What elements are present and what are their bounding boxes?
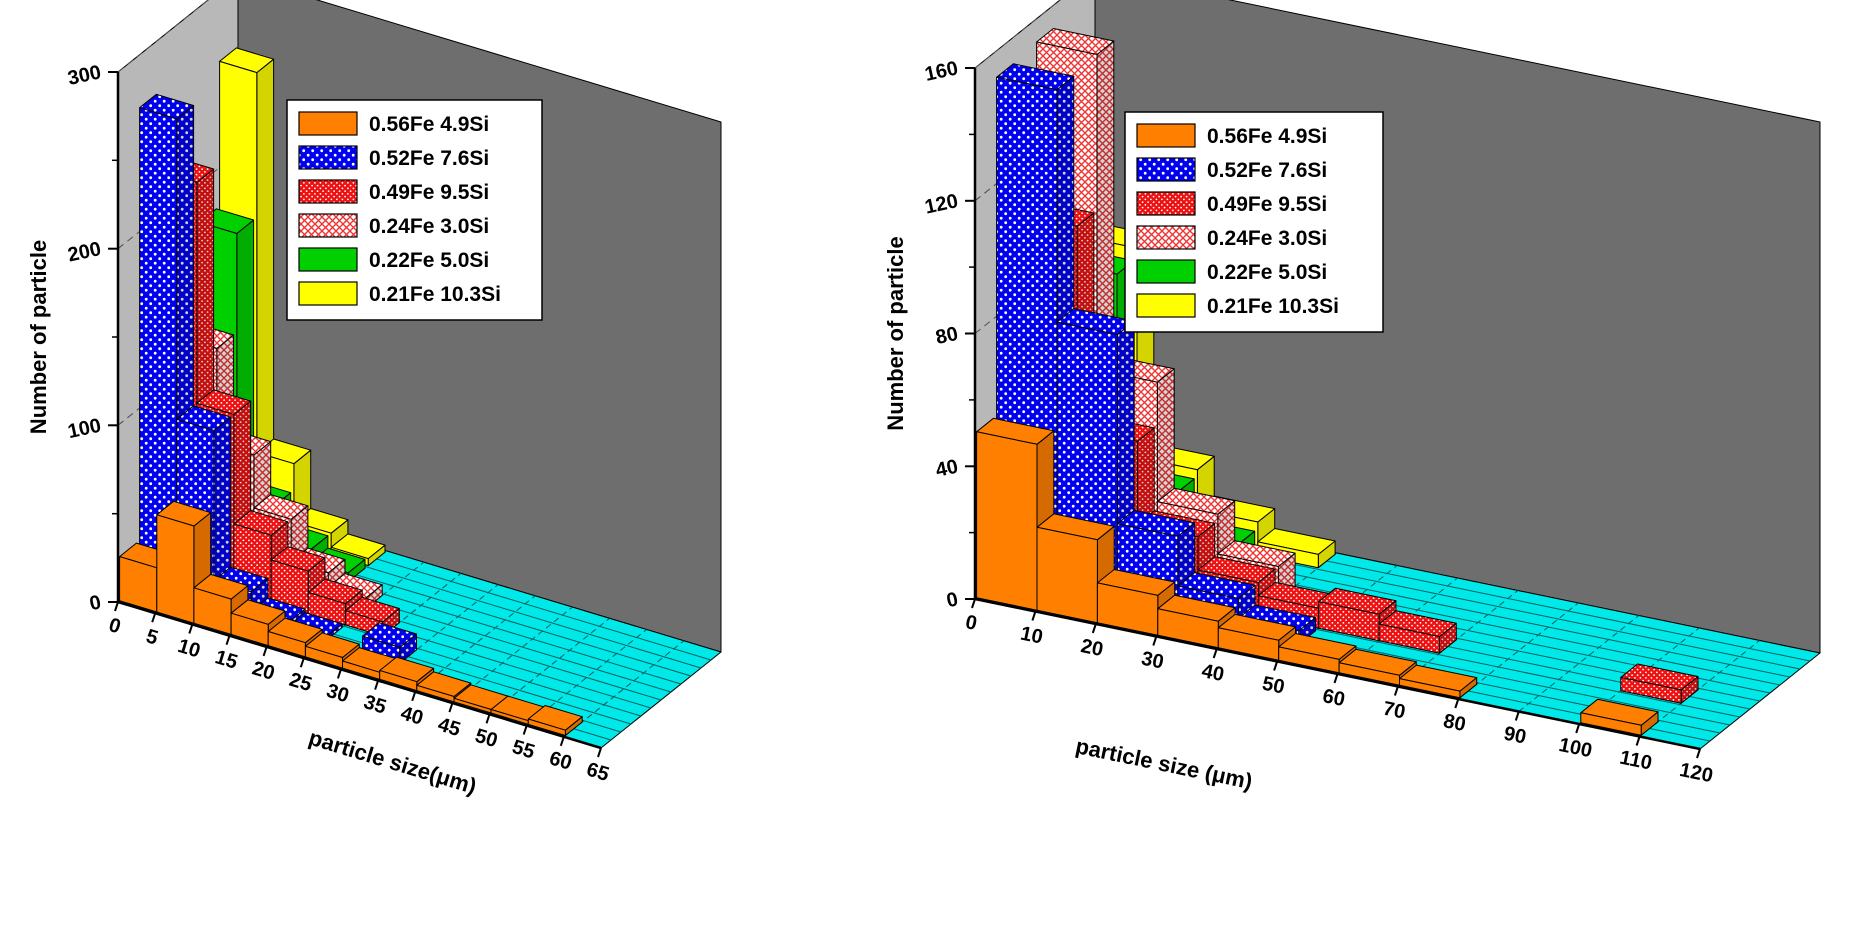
svg-text:0: 0 — [106, 614, 123, 638]
svg-text:10: 10 — [1018, 623, 1044, 649]
svg-text:300: 300 — [66, 61, 103, 89]
svg-text:40: 40 — [398, 702, 426, 729]
svg-text:0.49Fe 9.5Si: 0.49Fe 9.5Si — [369, 181, 489, 204]
svg-text:0.49Fe 9.5Si: 0.49Fe 9.5Si — [1207, 193, 1327, 216]
svg-text:120: 120 — [1678, 759, 1715, 787]
svg-text:70: 70 — [1381, 698, 1407, 724]
svg-text:30: 30 — [324, 680, 352, 707]
svg-text:0.21Fe 10.3Si: 0.21Fe 10.3Si — [1207, 295, 1339, 318]
svg-text:20: 20 — [1079, 635, 1105, 661]
svg-text:Number of particle: Number of particle — [883, 236, 908, 430]
svg-text:50: 50 — [472, 725, 500, 752]
svg-text:80: 80 — [1441, 710, 1467, 736]
svg-text:40: 40 — [1200, 660, 1226, 686]
svg-text:110: 110 — [1618, 747, 1654, 775]
svg-text:0: 0 — [88, 591, 103, 615]
svg-text:30: 30 — [1139, 648, 1165, 674]
svg-text:0.52Fe 7.6Si: 0.52Fe 7.6Si — [1207, 159, 1327, 182]
svg-text:120: 120 — [923, 190, 960, 218]
svg-text:45: 45 — [435, 714, 463, 741]
svg-text:90: 90 — [1502, 723, 1528, 749]
svg-text:0: 0 — [945, 588, 960, 612]
svg-text:0.22Fe 5.0Si: 0.22Fe 5.0Si — [369, 249, 489, 272]
svg-text:0: 0 — [964, 611, 979, 635]
svg-text:0.24Fe 3.0Si: 0.24Fe 3.0Si — [369, 215, 489, 238]
svg-text:0.21Fe 10.3Si: 0.21Fe 10.3Si — [369, 283, 501, 306]
svg-text:Number of particle: Number of particle — [26, 240, 51, 434]
svg-text:40: 40 — [934, 456, 960, 482]
svg-text:55: 55 — [510, 736, 538, 763]
svg-text:25: 25 — [287, 669, 315, 696]
svg-text:5: 5 — [143, 625, 160, 649]
svg-text:100: 100 — [1557, 734, 1594, 762]
svg-text:0.24Fe 3.0Si: 0.24Fe 3.0Si — [1207, 227, 1327, 250]
svg-text:0.52Fe 7.6Si: 0.52Fe 7.6Si — [369, 147, 489, 170]
svg-text:65: 65 — [584, 759, 612, 786]
svg-text:35: 35 — [361, 691, 389, 718]
svg-text:200: 200 — [66, 238, 103, 266]
svg-text:10: 10 — [175, 635, 203, 662]
svg-text:20: 20 — [250, 657, 278, 684]
svg-text:100: 100 — [66, 415, 103, 443]
svg-text:160: 160 — [923, 57, 960, 85]
svg-text:50: 50 — [1260, 673, 1286, 699]
svg-text:particle size (μm): particle size (μm) — [1073, 733, 1254, 794]
svg-text:0.22Fe 5.0Si: 0.22Fe 5.0Si — [1207, 261, 1327, 284]
svg-text:80: 80 — [934, 323, 960, 349]
svg-text:60: 60 — [1321, 685, 1347, 711]
svg-text:0.56Fe 4.9Si: 0.56Fe 4.9Si — [1207, 125, 1327, 148]
svg-text:15: 15 — [212, 646, 240, 673]
svg-text:60: 60 — [547, 747, 575, 774]
svg-text:0.56Fe 4.9Si: 0.56Fe 4.9Si — [369, 113, 489, 136]
